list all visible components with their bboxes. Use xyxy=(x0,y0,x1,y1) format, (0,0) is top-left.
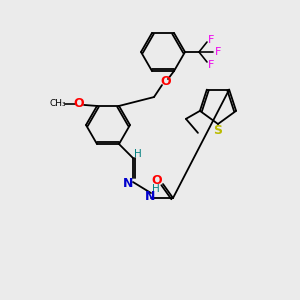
Text: F: F xyxy=(208,60,214,70)
Text: F: F xyxy=(215,47,221,57)
Text: CH₃: CH₃ xyxy=(50,99,66,108)
Text: O: O xyxy=(161,75,171,88)
Text: N: N xyxy=(145,190,155,202)
Text: H: H xyxy=(152,184,160,194)
Text: N: N xyxy=(123,177,133,190)
Text: O: O xyxy=(74,98,84,110)
Text: O: O xyxy=(152,174,162,187)
Text: H: H xyxy=(134,149,142,159)
Text: F: F xyxy=(208,35,214,45)
Text: S: S xyxy=(214,124,223,137)
